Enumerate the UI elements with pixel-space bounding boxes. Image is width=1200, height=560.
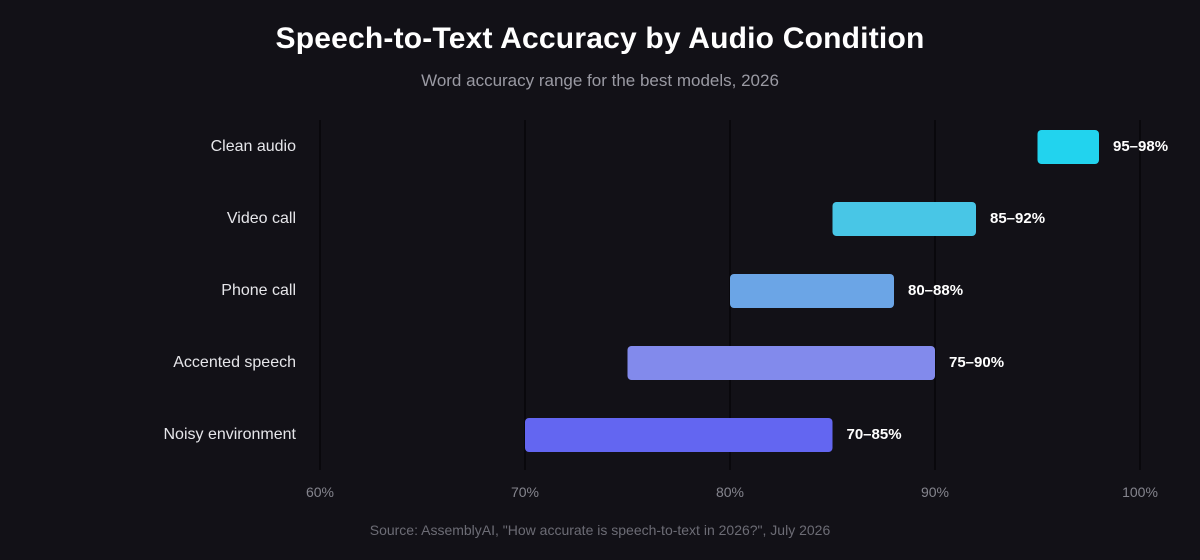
chart-title: Speech-to-Text Accuracy by Audio Conditi… — [275, 22, 925, 55]
range-value-label: 85–92% — [990, 210, 1045, 227]
x-tick-label: 70% — [511, 484, 539, 500]
range-value-label: 70–85% — [847, 426, 902, 443]
chart-source: Source: AssemblyAI, "How accurate is spe… — [369, 522, 831, 538]
category-labels: Clean audio Video call Phone call Accented … — [164, 138, 297, 443]
range-bar — [832, 202, 976, 236]
grid-lines — [319, 120, 1141, 470]
x-tick-label: 90% — [921, 484, 949, 500]
range-bar — [525, 418, 833, 452]
category-label: Clean audio — [211, 138, 297, 155]
range-value-label: 80–88% — [908, 282, 963, 299]
x-tick-label: 80% — [716, 484, 744, 500]
range-bar — [730, 274, 894, 308]
x-tick-label: 60% — [306, 484, 334, 500]
category-label: Phone call — [221, 282, 296, 299]
category-label: Video call — [227, 210, 296, 227]
range-bar — [1037, 130, 1099, 164]
x-tick-label: 100% — [1122, 484, 1158, 500]
chart-subtitle: Word accuracy range for the best models,… — [421, 71, 779, 90]
range-bars — [525, 130, 1099, 452]
category-label: Noisy environment — [164, 426, 297, 443]
category-label: Accented speech — [173, 354, 296, 371]
x-axis-ticks: 60% 70% 80% 90% 100% — [306, 484, 1158, 500]
range-bar — [627, 346, 935, 380]
data-labels: 95–98% 85–92% 80–88% 75–90% 70–85% — [847, 138, 1169, 443]
range-value-label: 95–98% — [1113, 138, 1168, 155]
range-value-label: 75–90% — [949, 354, 1004, 371]
